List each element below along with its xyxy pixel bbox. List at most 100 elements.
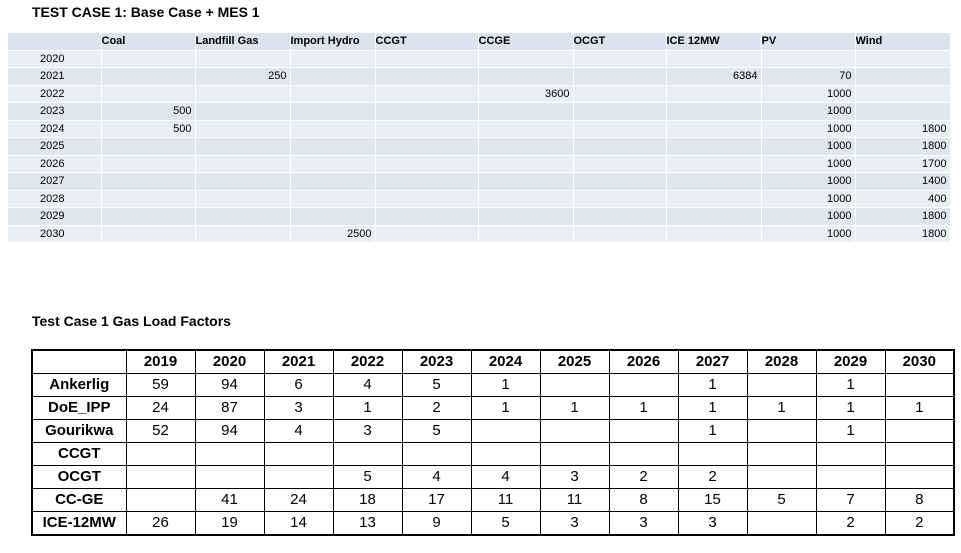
year-header: 2025 — [539, 349, 610, 374]
capacity-value-cell — [573, 137, 667, 156]
capacity-header-label: Landfill Gas — [195, 35, 259, 48]
load-factor-cell: 1 — [815, 396, 886, 420]
capacity-value-cell — [573, 207, 667, 226]
load-factor-cell: 1 — [677, 373, 748, 397]
load-factors-title: Test Case 1 Gas Load Factors — [32, 313, 231, 329]
capacity-value-cell — [290, 120, 376, 138]
load-factor-cell: 5 — [401, 373, 472, 397]
load-factor-cell: 2 — [677, 465, 748, 489]
year-header: 2022 — [332, 349, 403, 374]
capacity-value-cell: 2500 — [290, 225, 376, 243]
capacity-value-cell: 1000 — [761, 155, 856, 173]
capacity-value-cell — [375, 67, 479, 86]
load-factor-cell: 6 — [263, 373, 334, 397]
load-factor-cell — [470, 419, 541, 443]
load-factor-cell — [194, 442, 265, 466]
load-factor-cell: 5 — [746, 488, 817, 512]
load-factor-cell: 1 — [884, 396, 955, 420]
load-factor-cell: 1 — [746, 396, 817, 420]
load-factor-cell: 26 — [125, 511, 196, 536]
capacity-value-cell — [666, 172, 762, 191]
capacity-value-cell — [195, 207, 291, 226]
load-factor-cell — [401, 442, 472, 466]
load-factor-cell: 1 — [470, 396, 541, 420]
capacity-value-cell — [666, 137, 762, 156]
capacity-row: 2024 500 1000 1800 — [8, 120, 951, 138]
load-factor-cell: 1 — [677, 419, 748, 443]
capacity-value-cell — [375, 50, 479, 68]
capacity-value-cell — [855, 50, 951, 68]
capacity-value-cell — [195, 102, 291, 121]
load-factor-cell: 3 — [677, 511, 748, 536]
capacity-value-cell — [573, 102, 667, 121]
capacity-value-cell — [195, 50, 291, 68]
capacity-row: 2020 — [8, 50, 951, 68]
year-header: 2026 — [608, 349, 679, 374]
load-factor-cell: 2 — [884, 511, 955, 536]
capacity-value-cell — [478, 225, 574, 243]
capacity-value-cell — [290, 85, 376, 103]
capacity-value-cell: 1000 — [761, 85, 856, 103]
capacity-value-cell: 1000 — [761, 225, 856, 243]
capacity-value-cell — [666, 207, 762, 226]
capacity-value-cell — [666, 102, 762, 121]
load-factor-cell: 18 — [332, 488, 403, 512]
capacity-header-cell: Import Hydro — [290, 33, 376, 51]
capacity-value-cell — [666, 225, 762, 243]
capacity-year-cell: 2025 — [8, 137, 102, 156]
capacity-value-cell: 1000 — [761, 102, 856, 121]
plant-name-cell: DoE_IPP — [31, 396, 127, 420]
load-factor-cell: 2 — [608, 465, 679, 489]
load-factor-cell — [125, 488, 196, 512]
capacity-value-cell: 1800 — [855, 225, 951, 243]
load-factor-cell: 1 — [815, 419, 886, 443]
load-factor-cell: 5 — [332, 465, 403, 489]
load-factor-cell: 1 — [539, 396, 610, 420]
capacity-value-cell — [573, 190, 667, 208]
capacity-value-cell: 400 — [855, 190, 951, 208]
load-factor-cell: 8 — [884, 488, 955, 512]
year-header: 2030 — [884, 349, 955, 374]
load-factor-cell: 1 — [332, 396, 403, 420]
year-header: 2020 — [194, 349, 265, 374]
capacity-value-cell — [195, 225, 291, 243]
capacity-value-cell — [573, 120, 667, 138]
load-factor-cell — [884, 442, 955, 466]
load-factor-cell: 17 — [401, 488, 472, 512]
capacity-value-cell — [666, 50, 762, 68]
capacity-row: 2025 1000 1800 — [8, 137, 951, 156]
capacity-value-cell — [195, 85, 291, 103]
capacity-year-cell: 2023 — [8, 102, 102, 121]
capacity-value-cell: 3600 — [478, 85, 574, 103]
capacity-row: 2029 1000 1800 — [8, 207, 951, 226]
load-factor-cell: 3 — [263, 396, 334, 420]
load-factor-cell — [746, 419, 817, 443]
capacity-row: 2028 1000 400 — [8, 190, 951, 208]
capacity-value-cell — [195, 120, 291, 138]
load-factor-cell — [815, 442, 886, 466]
capacity-row: 2023 500 1000 — [8, 102, 951, 121]
plant-name-cell: CC-GE — [31, 488, 127, 512]
capacity-value-cell — [101, 207, 196, 226]
capacity-header-row: Coal Landfill Gas Import Hydro CCGT CCGE OCGT… — [8, 33, 951, 51]
capacity-value-cell: 500 — [101, 102, 196, 121]
capacity-header-cell: PV — [761, 33, 856, 51]
capacity-value-cell — [101, 190, 196, 208]
load-factor-cell: 3 — [539, 511, 610, 536]
load-factors-header-row: 2019 2020 2021 2022 2023 2024 2025 2026 2027 2028… — [31, 349, 955, 374]
year-header: 2019 — [125, 349, 196, 374]
load-factor-row: Ankerlig 59 94 6 4 5 1 1 1 — [31, 373, 955, 397]
capacity-value-cell: 1800 — [855, 120, 951, 138]
capacity-year-cell: 2029 — [8, 207, 102, 226]
capacity-value-cell: 6384 — [666, 67, 762, 86]
load-factor-cell — [608, 419, 679, 443]
test-case-title: TEST CASE 1: Base Case + MES 1 — [32, 4, 260, 20]
capacity-value-cell — [478, 172, 574, 191]
load-factor-cell: 41 — [194, 488, 265, 512]
capacity-value-cell — [573, 67, 667, 86]
capacity-row: 2030 2500 1000 1800 — [8, 225, 951, 243]
year-header: 2023 — [401, 349, 472, 374]
capacity-value-cell — [375, 155, 479, 173]
year-header: 2021 — [263, 349, 334, 374]
capacity-value-cell — [478, 120, 574, 138]
